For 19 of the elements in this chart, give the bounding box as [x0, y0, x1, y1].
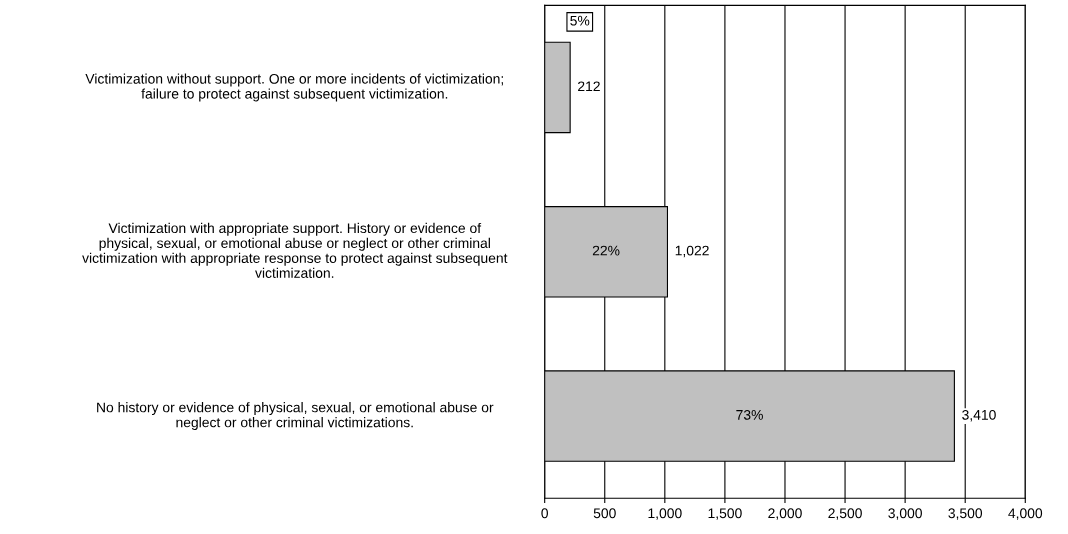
x-tick-label: 500 [593, 508, 616, 519]
y-tick-label: Victimization with appropriate support. History or evidence of physical, sexual, or emotional abuse or neglect or other criminal victimization with appropriate response to protect against subsequent victimization. [82, 222, 508, 278]
x-tick-label: 2,000 [768, 508, 802, 520]
x-tick-label: 3,000 [888, 508, 922, 520]
x-tick-label: 0 [541, 508, 548, 519]
x-tick-label: 4,000 [1008, 508, 1043, 520]
x-tick-label: 2,500 [828, 508, 862, 520]
x-tick-label: 3,500 [948, 508, 983, 520]
y-tick-label: Victimization without support. One or more incidents of victimization; failure to protect against subsequent victimization. [85, 73, 503, 102]
y-tick-label: No history or evidence of physical, sexual, or emotional abuse or neglect or other criminal victimizations. [97, 402, 494, 431]
data-label: 1,022 [675, 245, 709, 258]
annotation: 5% [570, 15, 590, 26]
x-tick-label: 1,000 [648, 508, 682, 520]
data-label: 3,410 [962, 409, 996, 422]
x-tick-label: 1,500 [708, 508, 742, 520]
bar [544, 41, 571, 134]
data-label: 212 [578, 81, 600, 92]
annotation: 22% [592, 245, 620, 256]
annotation: 73% [736, 409, 763, 420]
